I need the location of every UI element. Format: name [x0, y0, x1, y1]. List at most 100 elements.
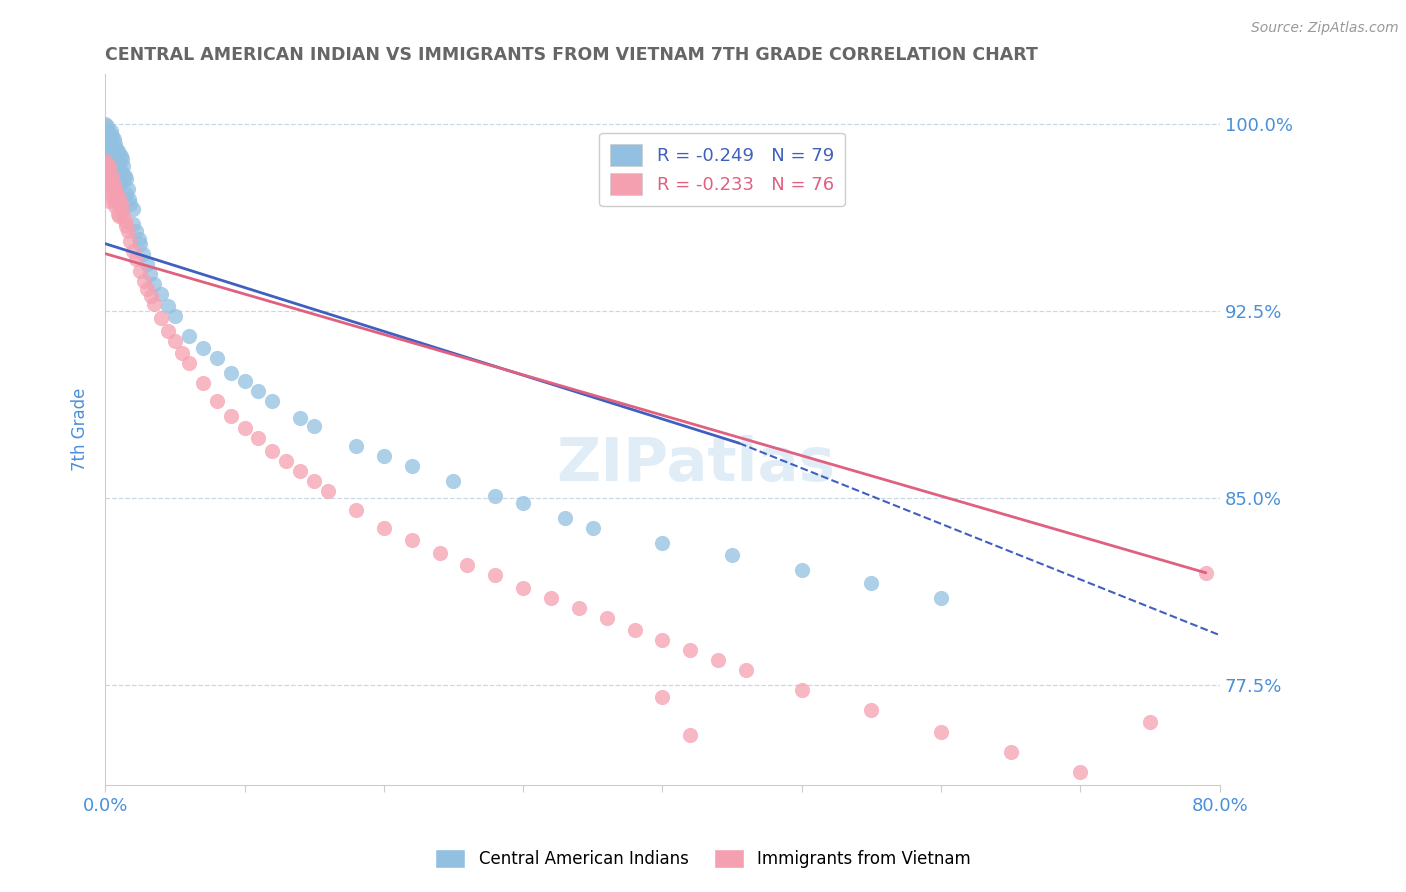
- Point: [98, 177, 121, 191]
- Point: [1195, 566, 1218, 580]
- Point: [97, 152, 120, 166]
- Point: [103, 149, 125, 163]
- Point: [790, 563, 813, 577]
- Point: [96, 135, 118, 149]
- Point: [373, 521, 395, 535]
- Point: [97, 161, 120, 176]
- Point: [114, 214, 136, 228]
- Point: [163, 334, 186, 348]
- Point: [443, 474, 465, 488]
- Point: [115, 171, 138, 186]
- Point: [143, 277, 166, 291]
- Point: [105, 142, 128, 156]
- Point: [735, 663, 758, 677]
- Y-axis label: 7th Grade: 7th Grade: [72, 388, 89, 471]
- Point: [177, 356, 200, 370]
- Point: [262, 393, 284, 408]
- Point: [98, 194, 121, 209]
- Point: [108, 161, 131, 176]
- Point: [107, 145, 129, 159]
- Point: [623, 623, 645, 637]
- Point: [115, 219, 138, 234]
- Point: [790, 683, 813, 698]
- Point: [276, 453, 298, 467]
- Point: [120, 234, 142, 248]
- Point: [96, 174, 118, 188]
- Point: [219, 367, 242, 381]
- Point: [100, 154, 122, 169]
- Point: [136, 281, 159, 295]
- Point: [247, 384, 270, 398]
- Point: [707, 653, 730, 667]
- Point: [191, 376, 214, 391]
- Point: [1069, 765, 1091, 780]
- Point: [101, 171, 124, 186]
- Point: [344, 439, 367, 453]
- Point: [111, 167, 134, 181]
- Point: [110, 196, 132, 211]
- Point: [98, 157, 121, 171]
- Point: [596, 610, 619, 624]
- Point: [104, 136, 127, 151]
- Point: [929, 725, 952, 739]
- Point: [120, 196, 142, 211]
- Point: [105, 186, 128, 201]
- Point: [122, 202, 145, 216]
- Point: [101, 160, 124, 174]
- Point: [96, 147, 118, 161]
- Point: [108, 177, 131, 191]
- Point: [107, 189, 129, 203]
- Point: [156, 324, 179, 338]
- Point: [429, 546, 451, 560]
- Point: [112, 174, 135, 188]
- Point: [122, 217, 145, 231]
- Point: [97, 124, 120, 138]
- Point: [139, 267, 162, 281]
- Point: [679, 728, 702, 742]
- Point: [233, 421, 256, 435]
- Point: [110, 149, 132, 163]
- Point: [679, 643, 702, 657]
- Point: [104, 182, 127, 196]
- Point: [721, 549, 744, 563]
- Point: [456, 558, 478, 573]
- Point: [104, 199, 127, 213]
- Point: [512, 581, 534, 595]
- Point: [108, 192, 131, 206]
- Point: [118, 192, 141, 206]
- Point: [101, 145, 124, 159]
- Point: [1139, 715, 1161, 730]
- Point: [136, 257, 159, 271]
- Point: [103, 132, 125, 146]
- Point: [103, 194, 125, 209]
- Point: [105, 157, 128, 171]
- Point: [484, 489, 506, 503]
- Text: ZIPatlas: ZIPatlas: [557, 435, 835, 494]
- Point: [554, 511, 576, 525]
- Point: [373, 449, 395, 463]
- Point: [104, 167, 127, 181]
- Point: [651, 690, 673, 705]
- Point: [344, 503, 367, 517]
- Legend: R = -0.249   N = 79, R = -0.233   N = 76: R = -0.249 N = 79, R = -0.233 N = 76: [599, 133, 845, 206]
- Point: [302, 474, 325, 488]
- Point: [929, 591, 952, 605]
- Point: [247, 431, 270, 445]
- Point: [107, 160, 129, 174]
- Point: [129, 264, 152, 278]
- Point: [98, 160, 121, 174]
- Point: [103, 164, 125, 178]
- Point: [191, 342, 214, 356]
- Point: [107, 174, 129, 188]
- Point: [651, 536, 673, 550]
- Point: [101, 189, 124, 203]
- Point: [156, 299, 179, 313]
- Point: [316, 483, 339, 498]
- Point: [107, 207, 129, 221]
- Point: [98, 127, 121, 141]
- Legend: Central American Indians, Immigrants from Vietnam: Central American Indians, Immigrants fro…: [429, 842, 977, 875]
- Point: [111, 202, 134, 216]
- Point: [132, 246, 155, 260]
- Point: [114, 169, 136, 184]
- Point: [94, 117, 117, 131]
